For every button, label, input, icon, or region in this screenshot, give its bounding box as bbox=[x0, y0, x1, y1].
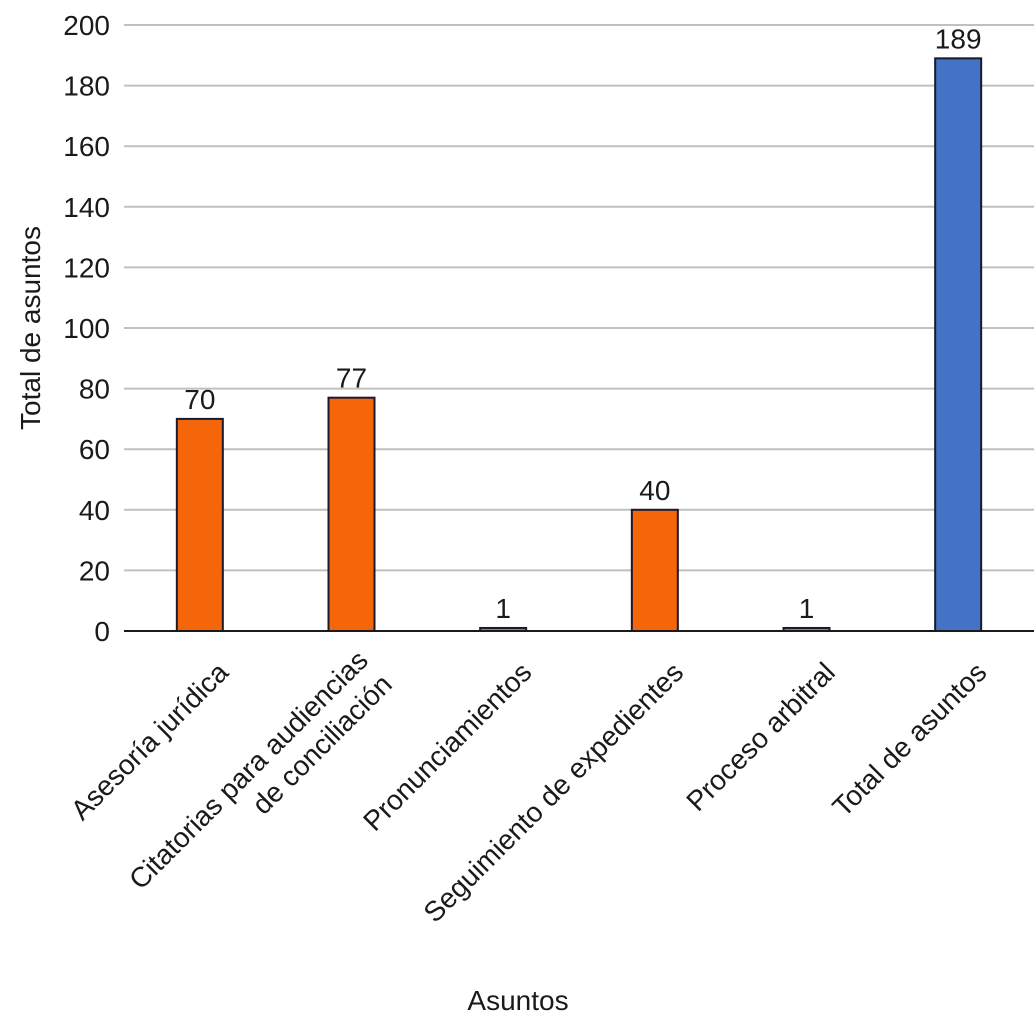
y-tick-label: 60 bbox=[79, 434, 110, 465]
category-label: Seguimiento de expedientes bbox=[417, 656, 689, 928]
category-label-line: Total de asuntos bbox=[826, 656, 992, 822]
y-tick-label: 160 bbox=[63, 131, 110, 162]
data-label: 1 bbox=[799, 593, 815, 624]
bar bbox=[327, 396, 376, 632]
y-tick-label: 40 bbox=[79, 495, 110, 526]
category-label-line: Proceso arbitral bbox=[680, 656, 841, 817]
y-tick-label: 80 bbox=[79, 374, 110, 405]
category-label: Total de asuntos bbox=[826, 656, 992, 822]
gridlines bbox=[124, 24, 1034, 572]
data-labels: 70 77 1 40 1 189 bbox=[184, 23, 981, 624]
data-label: 1 bbox=[495, 593, 511, 624]
y-tick-labels: 0 20 40 60 80 100 120 140 160 180 200 bbox=[63, 10, 110, 647]
category-label: Proceso arbitral bbox=[680, 656, 841, 817]
y-tick-label: 140 bbox=[63, 192, 110, 223]
y-tick-label: 120 bbox=[63, 252, 110, 283]
y-tick-label: 20 bbox=[79, 555, 110, 586]
bar bbox=[934, 57, 983, 632]
bars bbox=[175, 57, 983, 632]
bar bbox=[175, 417, 224, 632]
category-label-line: Citatorias para audiencias bbox=[123, 644, 374, 895]
data-label: 77 bbox=[336, 363, 367, 394]
category-label-line: Seguimiento de expedientes bbox=[417, 656, 689, 928]
category-label: Citatorias para audienciasde conciliació… bbox=[123, 644, 398, 919]
data-label: 70 bbox=[184, 384, 215, 415]
data-label: 40 bbox=[639, 475, 670, 506]
y-tick-label: 0 bbox=[94, 616, 110, 647]
y-axis-title: Total de asuntos bbox=[15, 226, 46, 430]
y-tick-label: 100 bbox=[63, 313, 110, 344]
y-tick-label: 180 bbox=[63, 71, 110, 102]
data-label: 189 bbox=[935, 23, 982, 54]
x-axis-title: Asuntos bbox=[467, 985, 568, 1016]
y-tick-label: 200 bbox=[63, 10, 110, 41]
bar bbox=[630, 508, 679, 632]
